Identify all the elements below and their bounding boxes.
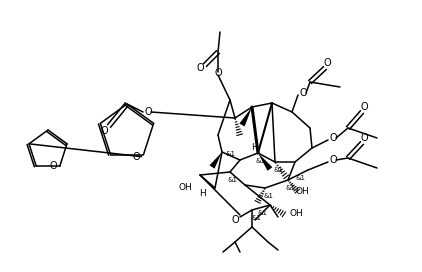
Text: H: H [251,144,257,153]
Text: &1: &1 [264,193,274,199]
Text: &1: &1 [251,215,261,221]
Polygon shape [258,153,272,171]
Text: O: O [214,68,222,78]
Text: O: O [360,133,368,143]
Text: O: O [50,161,57,171]
Polygon shape [239,107,252,126]
Text: &1: &1 [225,151,235,157]
Text: OH: OH [296,187,310,196]
Text: O: O [329,155,337,165]
Text: O: O [100,126,108,136]
Text: O: O [133,152,140,162]
Text: O: O [196,63,204,73]
Text: &1: &1 [274,167,284,173]
Text: &1: &1 [255,158,265,164]
Text: O: O [144,107,152,117]
Text: OH: OH [178,183,192,191]
Text: O: O [360,102,368,112]
Text: &1: &1 [227,177,237,183]
Text: &1: &1 [285,185,295,191]
Text: &1: &1 [257,210,267,216]
Text: OH: OH [290,209,304,218]
Text: O: O [231,215,239,225]
Text: H: H [200,188,206,197]
Text: O: O [329,133,337,143]
Text: &1: &1 [295,175,305,181]
Polygon shape [209,152,222,169]
Text: O: O [323,58,331,68]
Text: O: O [299,88,307,98]
